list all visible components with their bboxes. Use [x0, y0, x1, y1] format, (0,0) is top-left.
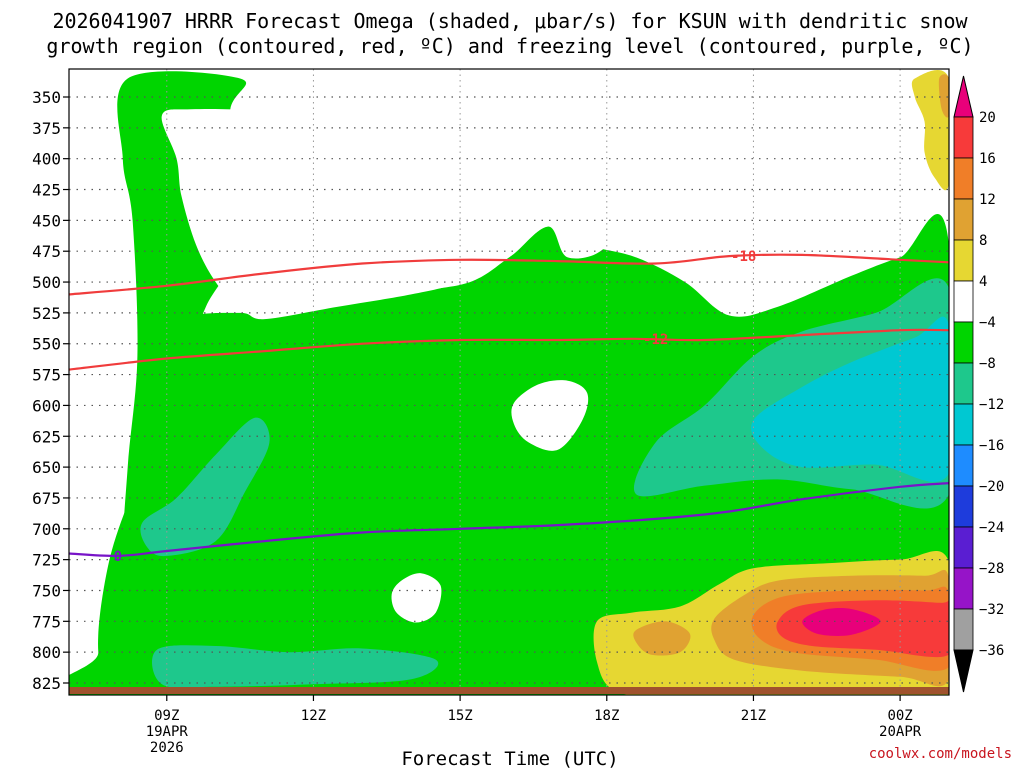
- y-tick-label: 375: [32, 119, 61, 138]
- contour-line-0: [69, 482, 949, 558]
- omega-region--8_-4-1: [69, 214, 949, 695]
- y-tick-label: 775: [32, 612, 61, 631]
- colorbar-label: −16: [979, 438, 1004, 454]
- omega-neutral-region-0: [161, 73, 632, 317]
- x-tick-label: 00Z: [887, 708, 912, 724]
- y-tick-label: 600: [32, 396, 61, 415]
- x-tick-label: 15Z: [447, 708, 472, 724]
- credit-text: coolwx.com/models: [869, 746, 1012, 762]
- y-tick-label: 725: [32, 551, 61, 570]
- colorbar-band--12_-8: [953, 362, 974, 405]
- colorbar-band--24_-20: [953, 485, 974, 528]
- colorbar-label: −32: [979, 602, 1004, 618]
- colorbar-band--4_4: [953, 280, 974, 323]
- y-tick-label: 500: [32, 273, 61, 292]
- omega-region-8_12-7: [633, 621, 691, 656]
- chart-title-line-2: growth region (contoured, red, ºC) and f…: [46, 34, 973, 58]
- plot-area: -18 -12 0: [68, 68, 950, 696]
- colorbar-band--16_-12: [953, 403, 974, 446]
- colorbar-band--36_-32: [953, 608, 974, 651]
- y-tick-label: 400: [32, 150, 61, 169]
- omega-region-8_12-13: [938, 74, 949, 118]
- ground-strip: [69, 687, 949, 694]
- colorbar-band--8_-4: [953, 321, 974, 364]
- colorbar-label: −28: [979, 561, 1004, 577]
- colorbar-bottom-arrow: [953, 649, 974, 693]
- y-tick-label: 675: [32, 489, 61, 508]
- colorbar-label: −36: [979, 643, 1004, 659]
- x-tick-date: 19APR: [146, 724, 189, 740]
- contour-label-0: 0: [114, 549, 122, 565]
- colorbar-label: 4: [979, 274, 987, 290]
- omega-region--12_-8-5: [152, 645, 439, 688]
- plot-frame: [68, 68, 950, 696]
- contour-label--12: -12: [643, 332, 668, 348]
- y-tick-label: 625: [32, 427, 61, 446]
- omega-neutral-region-1: [612, 72, 937, 313]
- chart-title-line-1: 2026041907 HRRR Forecast Omega (shaded, …: [52, 9, 968, 33]
- omega-neutral-region-3: [391, 573, 442, 623]
- y-tick-label: 450: [32, 211, 61, 230]
- colorbar-band-8_12: [953, 198, 974, 241]
- colorbar-label: 16: [979, 151, 996, 167]
- y-tick-label: 475: [32, 242, 61, 261]
- colorbar-label: −8: [979, 356, 996, 372]
- colorbar-label: −20: [979, 479, 1004, 495]
- colorbar-label: 8: [979, 233, 987, 249]
- colorbar-label: −24: [979, 520, 1004, 536]
- colorbar-label: 20: [979, 110, 996, 126]
- omega-neutral-region-2: [511, 380, 589, 451]
- omega-region--12_-8-4: [140, 417, 270, 557]
- y-tick-label: 550: [32, 335, 61, 354]
- x-axis-label: Forecast Time (UTC): [401, 748, 618, 768]
- colorbar-band-16_20: [953, 116, 974, 159]
- colorbar-label: −4: [979, 315, 996, 331]
- omega-region--16_-12-3: [751, 316, 949, 482]
- x-tick-date: 20APR: [879, 724, 922, 740]
- y-axis-ticks: 350 375 400 425 450 475 500 525 550 575 600 625 650 6…: [32, 88, 69, 693]
- colorbar-top-arrow: [953, 75, 974, 118]
- y-tick-label: 800: [32, 643, 61, 662]
- x-tick-label: 09Z: [154, 708, 179, 724]
- y-tick-label: 525: [32, 304, 61, 323]
- colorbar-band-12_16: [953, 157, 974, 200]
- y-tick-label: 650: [32, 458, 61, 477]
- y-tick-label: 425: [32, 181, 61, 200]
- x-tick-year: 2026: [150, 740, 184, 756]
- contour-line--18: [69, 253, 949, 296]
- contour-label--18: -18: [731, 249, 756, 265]
- colorbar-band--32_-28: [953, 567, 974, 610]
- omega-region-above_20-11: [802, 608, 881, 636]
- y-tick-label: 700: [32, 520, 61, 539]
- y-tick-label: 575: [32, 366, 61, 385]
- omega-shading: [69, 69, 949, 695]
- colorbar-band--28_-24: [953, 526, 974, 569]
- omega-region-4_8-12: [911, 69, 949, 191]
- x-tick-label: 21Z: [741, 708, 766, 724]
- y-tick-label: 750: [32, 581, 61, 600]
- colorbar-band--20_-16: [953, 444, 974, 487]
- omega-colorbar: 20 16 12 8 4 −4 −8 −12 −16 −20 −24 −28 −32 −36: [953, 75, 1004, 693]
- contour-line--12: [69, 328, 949, 371]
- colorbar-label: 12: [979, 192, 996, 208]
- colorbar-band-4_8: [953, 239, 974, 282]
- y-tick-label: 350: [32, 88, 61, 107]
- temperature-contours: -18 -12 0: [69, 249, 949, 565]
- y-tick-label: 825: [32, 674, 61, 693]
- colorbar-label: −12: [979, 397, 1004, 413]
- x-tick-label: 18Z: [594, 708, 619, 724]
- x-tick-label: 12Z: [301, 708, 326, 724]
